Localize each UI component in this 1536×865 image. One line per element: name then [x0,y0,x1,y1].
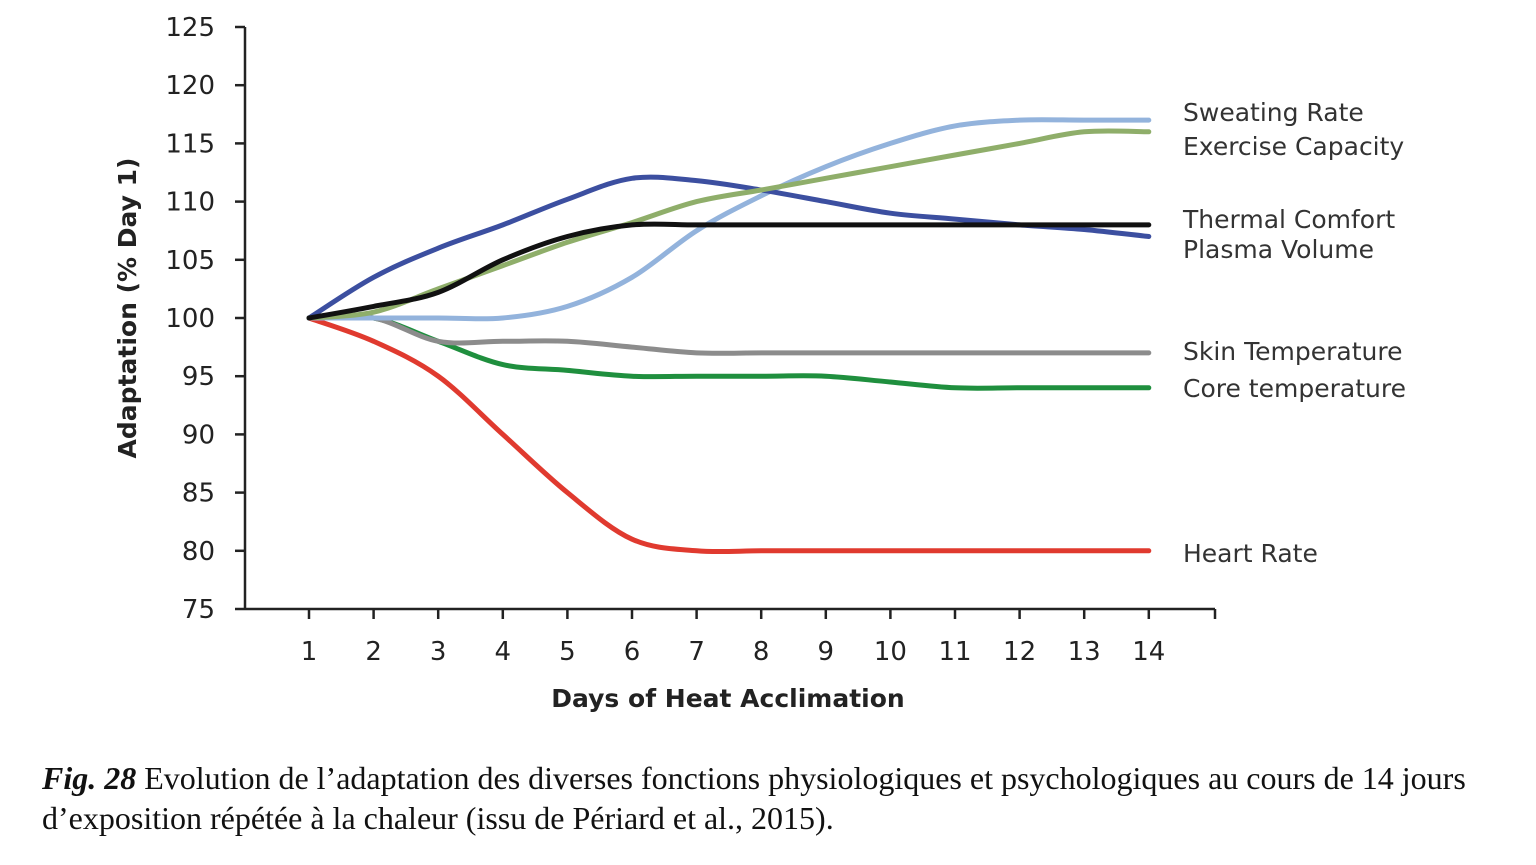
x-tick-label: 2 [365,637,382,667]
series-label-sweating-rate: Sweating Rate [1183,98,1364,127]
y-tick-label: 85 [182,479,215,509]
y-axis-title: Adaptation (% Day 1) [113,158,142,459]
y-tick-label: 110 [165,188,215,218]
y-tick-label: 125 [165,13,215,43]
x-axis: 1 2 3 4 5 6 7 8 9 10 11 12 13 14 [245,607,1217,667]
series-line-thermal-comfort [306,221,1152,321]
series-label-core-temperature: Core temperature [1183,374,1406,403]
x-tick-label: 6 [624,637,641,667]
series-line-exercise-capacity [306,128,1152,321]
x-tick-label: 13 [1068,637,1101,667]
x-tick-label: 11 [938,637,971,667]
y-axis: 75 80 85 90 95 100 105 110 115 120 125 [165,13,247,625]
x-axis-title: Days of Heat Acclimation [551,684,904,713]
x-tick-label: 7 [688,637,705,667]
x-tick-label: 10 [874,637,907,667]
series-line-sweating-rate [306,117,1152,322]
x-tick-label: 4 [495,637,512,667]
x-tick-label: 14 [1132,637,1165,667]
y-tick-label: 115 [165,129,215,159]
series-line-heart-rate [306,315,1152,555]
y-tick-label: 90 [182,420,215,450]
x-tick-label: 8 [753,637,770,667]
y-tick-label: 95 [182,362,215,392]
y-tick-label: 80 [182,537,215,567]
figure-label: Fig. 28 [42,760,137,796]
y-tick-label: 120 [165,71,215,101]
series-label-heart-rate: Heart Rate [1183,539,1318,568]
series-lines [306,117,1152,555]
y-tick-label: 75 [182,595,215,625]
y-tick-label: 105 [165,246,215,276]
x-tick-label: 3 [430,637,447,667]
x-tick-label: 5 [559,637,576,667]
x-tick-label: 9 [818,637,835,667]
series-labels: Sweating Rate Exercise Capacity Thermal Co… [1182,98,1406,568]
series-label-thermal-comfort: Thermal Comfort [1182,205,1395,234]
x-tick-label: 1 [301,637,318,667]
y-tick-label: 100 [165,304,215,334]
figure-caption: Fig. 28 Evolution de l’adaptation des di… [42,758,1522,838]
series-line-skin-temperature [306,313,1152,356]
series-line-plasma-volume [306,174,1152,321]
series-label-exercise-capacity: Exercise Capacity [1183,132,1404,161]
series-label-plasma-volume: Plasma Volume [1183,235,1374,264]
series-label-skin-temperature: Skin Temperature [1183,337,1402,366]
figure-caption-text: Evolution de l’adaptation des diverses f… [42,760,1466,836]
x-tick-label: 12 [1003,637,1036,667]
